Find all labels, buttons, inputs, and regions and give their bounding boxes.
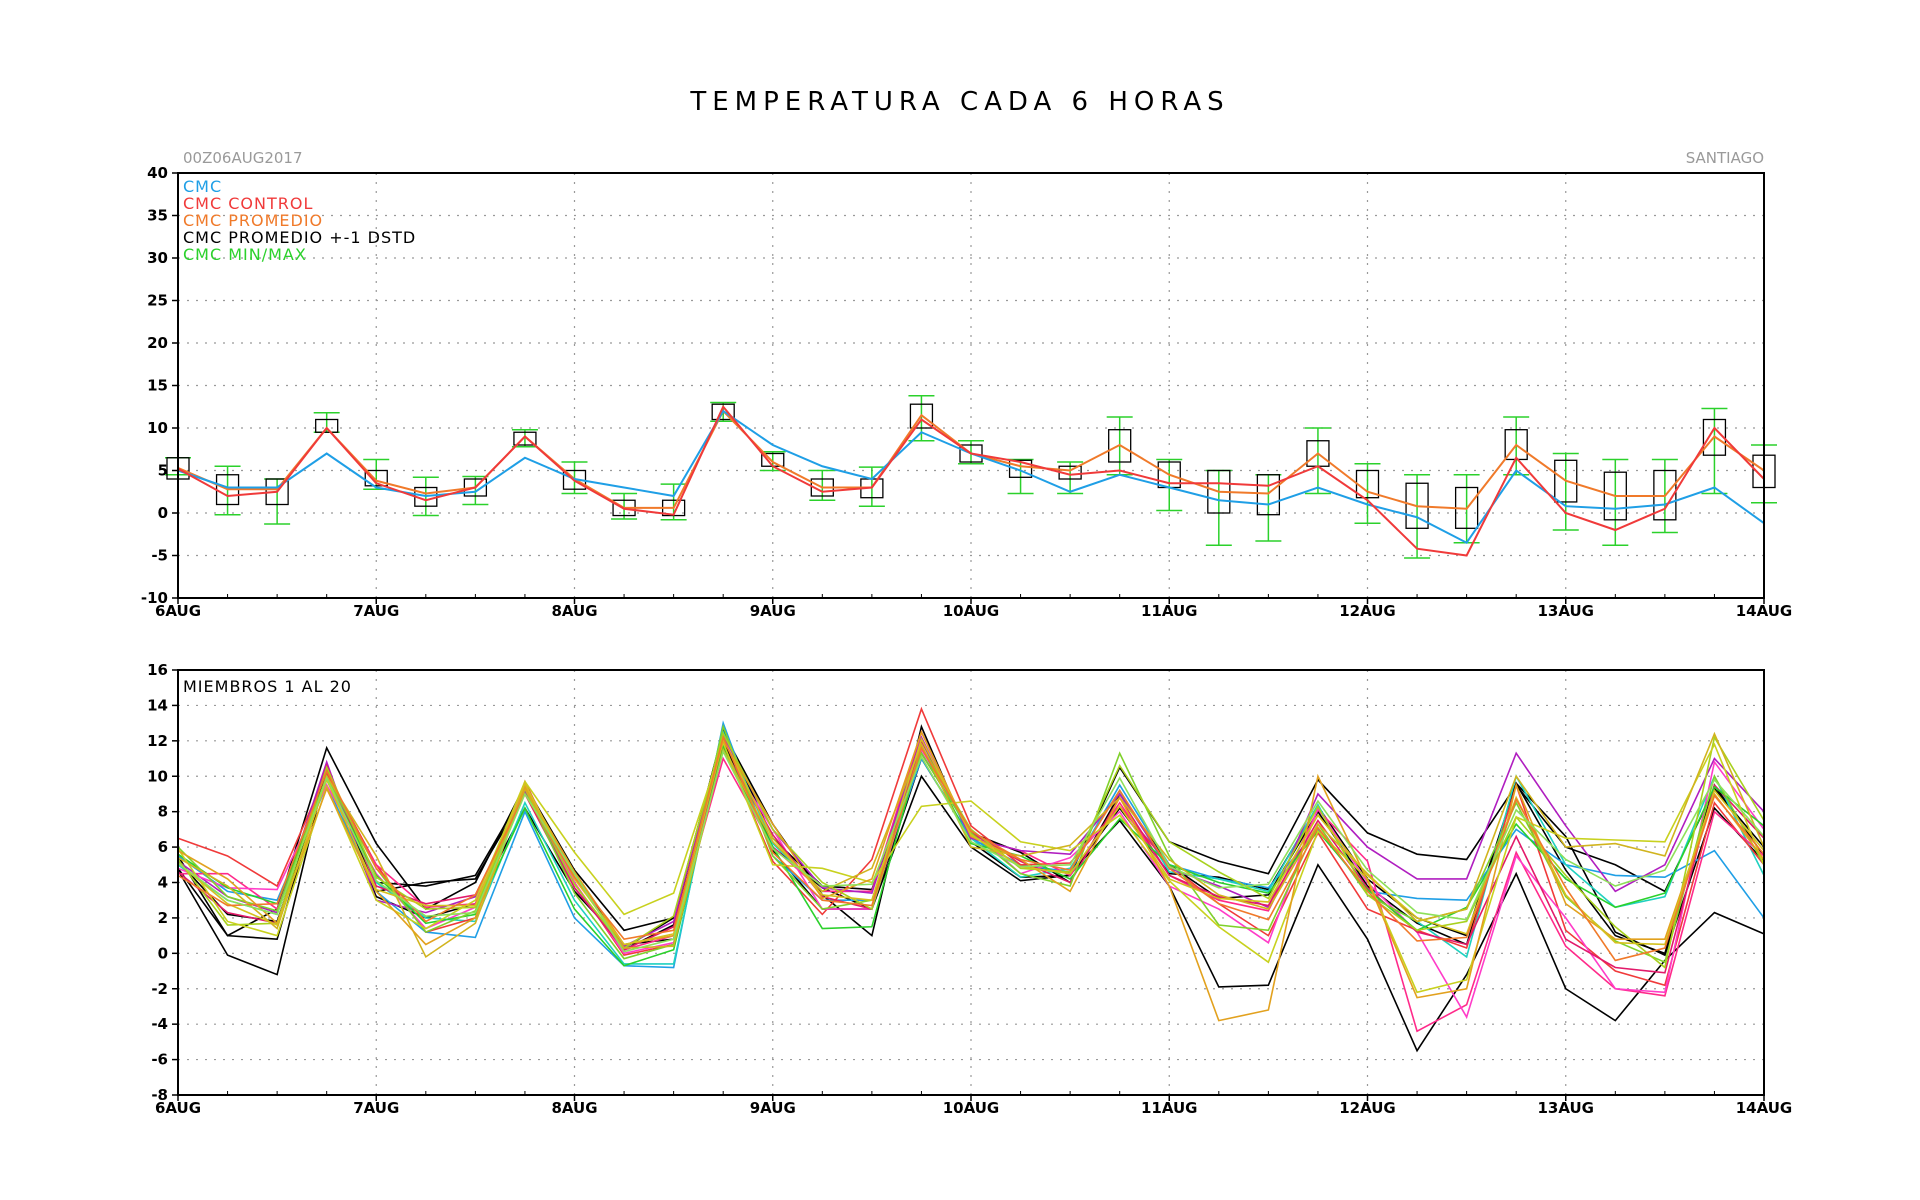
bottom-member-lines xyxy=(177,706,1765,1053)
legend-cmc-promedio: CMC PROMEDIO xyxy=(183,211,323,230)
x-tick-label: 6AUG xyxy=(155,602,201,620)
top-dstd-boxes xyxy=(166,403,1776,529)
top-gridlines xyxy=(178,173,1764,598)
x-tick-label: 12AUG xyxy=(1339,602,1396,620)
dstd-box xyxy=(1008,459,1033,478)
top-plot-frame xyxy=(177,172,1765,599)
x-tick-label: 11AUG xyxy=(1141,602,1198,620)
x-tick-label: 11AUG xyxy=(1141,1099,1198,1117)
y-tick-label: 30 xyxy=(147,249,168,267)
x-tick-label: 8AUG xyxy=(551,602,597,620)
x-tick-label: 7AUG xyxy=(353,1099,399,1117)
y-tick-label: -10 xyxy=(141,589,168,607)
x-tick-label: 10AUG xyxy=(943,1099,1000,1117)
dstd-box xyxy=(364,469,388,487)
y-tick-label: 15 xyxy=(147,377,168,395)
dstd-box xyxy=(315,418,339,433)
x-tick-label: 9AUG xyxy=(750,602,796,620)
y-tick-label: 8 xyxy=(158,803,168,821)
y-tick-label: -4 xyxy=(151,1015,168,1033)
y-tick-label: 0 xyxy=(158,504,168,522)
top-legend: CMC CMC CONTROL CMC PROMEDIO CMC PROMEDI… xyxy=(183,177,416,264)
dstd-box xyxy=(513,431,537,446)
legend-cmc-minmax: CMC MIN/MAX xyxy=(183,245,307,264)
dstd-box xyxy=(463,478,488,497)
x-tick-label: 12AUG xyxy=(1339,1099,1396,1117)
x-tick-label: 13AUG xyxy=(1537,1099,1594,1117)
bottom-axis-ticks: -8 -6 -4 -2 0 2 4 6 8 10 12 14 16 6AUG 7AUG 8AUG 9AUG 10A… xyxy=(147,661,1792,1117)
top-series-lines xyxy=(177,404,1765,557)
dstd-box xyxy=(1702,418,1727,456)
y-tick-label: 14 xyxy=(147,696,168,714)
y-tick-label: 12 xyxy=(147,732,168,750)
x-tick-label: 13AUG xyxy=(1537,602,1594,620)
member-line xyxy=(177,733,1765,948)
y-tick-label: 35 xyxy=(147,207,168,225)
x-tick-label: 9AUG xyxy=(750,1099,796,1117)
legend-cmc: CMC xyxy=(183,177,222,196)
y-tick-label: -2 xyxy=(151,980,168,998)
bottom-panel: -8 -6 -4 -2 0 2 4 6 8 10 12 14 16 6AUG 7AUG 8AUG 9AUG 10A… xyxy=(147,661,1792,1117)
x-tick-label: 7AUG xyxy=(353,602,399,620)
top-panel: 00Z06AUG2017 SANTIAGO -10 -5 0 5 10 15 20 25 30 3… xyxy=(141,149,1792,620)
dstd-box xyxy=(711,403,735,421)
y-tick-label: 16 xyxy=(147,661,168,679)
x-tick-label: 8AUG xyxy=(551,1099,597,1117)
x-tick-label: 14AUG xyxy=(1736,1099,1793,1117)
y-tick-label: 4 xyxy=(158,874,168,892)
location-label: SANTIAGO xyxy=(1686,149,1764,167)
y-tick-label: -5 xyxy=(151,547,168,565)
y-tick-label: 10 xyxy=(147,419,168,437)
legend-cmc-dstd: CMC PROMEDIO +-1 DSTD xyxy=(183,228,416,247)
member-line xyxy=(177,723,1765,964)
dstd-box xyxy=(909,403,934,429)
member-line xyxy=(177,740,1765,994)
run-label: 00Z06AUG2017 xyxy=(183,149,303,167)
y-tick-label: 5 xyxy=(158,462,168,480)
member-line xyxy=(177,749,1765,953)
y-tick-label: -8 xyxy=(151,1086,168,1104)
dstd-box xyxy=(1554,459,1578,503)
x-tick-label: 10AUG xyxy=(943,602,1000,620)
dstd-box xyxy=(1256,474,1281,516)
chart-title: TEMPERATURA CADA 6 HORAS xyxy=(689,87,1229,117)
y-tick-label: 40 xyxy=(147,164,168,182)
y-tick-label: 20 xyxy=(147,334,168,352)
x-tick-label: 14AUG xyxy=(1736,602,1793,620)
y-tick-label: -6 xyxy=(151,1051,168,1069)
dstd-box xyxy=(562,469,587,490)
y-tick-label: 2 xyxy=(158,909,168,927)
bottom-plot-frame xyxy=(177,669,1765,1096)
y-tick-label: 6 xyxy=(158,838,168,856)
bottom-gridlines xyxy=(178,670,1764,1095)
top-axis-ticks: -10 -5 0 5 10 15 20 25 30 35 40 6AUG 7AUG 8AUG 9AUG 10A… xyxy=(141,164,1792,620)
legend-cmc-control: CMC CONTROL xyxy=(183,194,313,213)
y-tick-label: 0 xyxy=(158,944,168,962)
y-tick-label: 25 xyxy=(147,292,168,310)
dstd-box xyxy=(1108,429,1132,463)
dstd-box xyxy=(959,444,983,463)
y-tick-label: 10 xyxy=(147,767,168,785)
member-line xyxy=(177,729,1765,1022)
control-line xyxy=(177,404,1765,557)
x-tick-label: 6AUG xyxy=(155,1099,201,1117)
members-annotation: MIEMBROS 1 AL 20 xyxy=(183,677,352,696)
member-line xyxy=(177,731,1765,959)
